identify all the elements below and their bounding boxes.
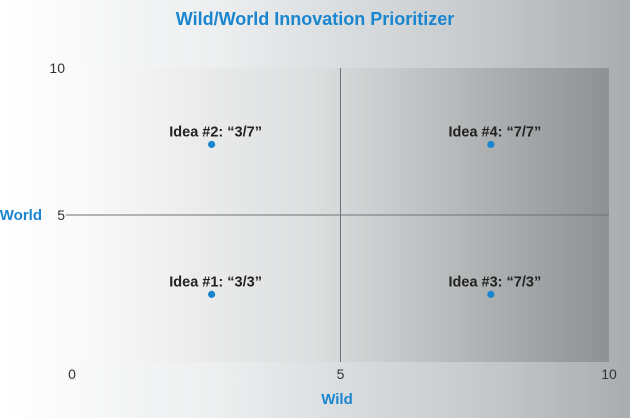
point-label-3: Idea #3: “7/3” <box>449 274 542 290</box>
y-axis-label: World <box>0 207 42 224</box>
point-label-1: Idea #1: “3/3” <box>169 274 262 290</box>
chart-title: Wild/World Innovation Prioritizer <box>176 9 455 29</box>
y-tick-label-1: 10 <box>49 60 65 76</box>
data-point-4 <box>487 140 495 149</box>
data-point-2 <box>208 140 216 149</box>
point-label-4: Idea #4: “7/7” <box>449 124 542 140</box>
y-tick-label-0: 5 <box>57 207 65 223</box>
x-tick-label-1: 5 <box>337 366 345 382</box>
x-tick-label-0: 0 <box>68 366 76 382</box>
data-point-1 <box>208 290 216 298</box>
x-tick-label-2: 10 <box>601 366 617 382</box>
data-point-3 <box>487 290 495 298</box>
point-label-2: Idea #2: “3/7” <box>169 124 262 140</box>
x-axis-label: Wild <box>321 391 353 408</box>
